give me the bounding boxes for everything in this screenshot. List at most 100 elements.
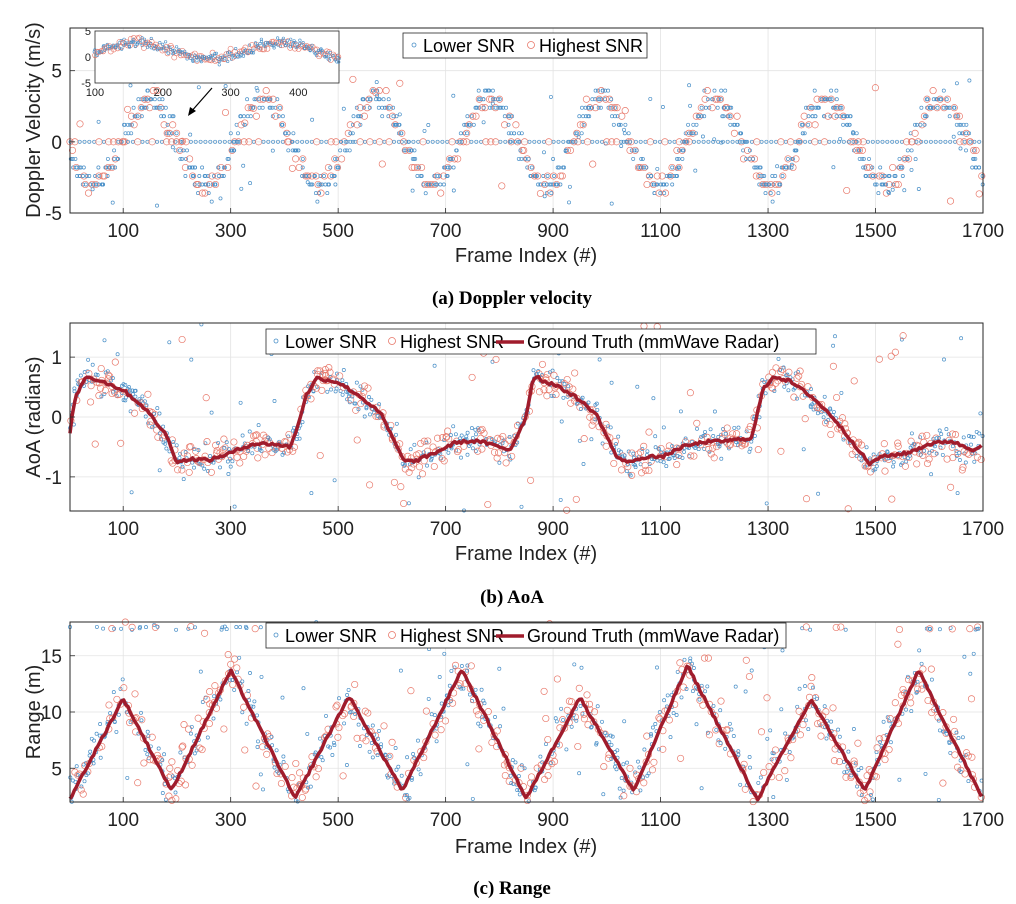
point-lower-snr [891,464,896,469]
point-lower-snr [426,696,431,701]
point-lower-snr [310,117,315,122]
point-lower-snr [861,156,866,161]
point-lower-snr [705,684,710,689]
point-highest-snr [926,625,934,633]
point-highest-snr [687,452,695,460]
point-highest-snr [84,189,93,197]
point-highest-snr [571,369,579,377]
point-lower-snr [638,139,643,144]
point-highest-snr [472,707,480,715]
inset-point-highest-snr [279,42,285,49]
point-lower-snr [307,395,312,400]
point-lower-snr [646,771,651,776]
point-highest-snr [400,499,408,508]
point-lower-snr [793,139,798,144]
point-lower-snr [358,744,362,748]
point-highest-snr [442,433,450,441]
point-lower-snr [606,88,611,93]
inset-point-lower-snr [236,55,240,59]
inset-point-highest-snr [256,46,263,52]
point-lower-snr [434,739,439,744]
point-lower-snr [667,456,672,461]
point-lower-snr [596,105,601,110]
point-lower-snr [515,421,520,426]
point-highest-snr [930,450,938,458]
point-highest-snr [131,690,139,698]
point-lower-snr [829,719,834,724]
point-highest-snr [778,365,786,374]
point-lower-snr [415,174,420,178]
point-lower-snr [300,174,305,178]
point-lower-snr [541,174,546,178]
point-lower-snr [348,139,353,144]
inset-point-lower-snr [183,49,187,53]
point-lower-snr [691,122,696,127]
point-highest-snr [657,444,665,453]
point-highest-snr [454,155,462,163]
point-highest-snr [655,189,663,197]
point-lower-snr [870,165,875,170]
point-highest-snr [437,189,445,197]
point-highest-snr [475,745,483,753]
point-highest-snr [808,674,816,682]
point-lower-snr [341,368,346,372]
point-highest-snr [352,406,360,414]
point-highest-snr [252,112,260,120]
point-lower-snr [92,738,96,743]
point-highest-snr [946,197,955,205]
inset-arrow [189,87,213,114]
point-highest-snr [953,112,961,120]
point-lower-snr [672,456,677,460]
point-lower-snr [78,373,83,378]
point-lower-snr [694,131,698,136]
point-lower-snr [554,719,559,724]
point-lower-snr [787,750,792,754]
point-lower-snr [633,463,638,468]
inset-point-lower-snr [105,42,109,47]
point-lower-snr [227,139,232,144]
point-lower-snr [154,105,159,110]
point-highest-snr [889,163,897,172]
point-highest-snr [643,732,651,740]
point-lower-snr [625,139,630,144]
point-highest-snr [602,420,610,428]
point-highest-snr [817,732,825,740]
point-highest-snr [418,470,427,478]
point-lower-snr [654,182,659,187]
point-lower-snr [609,742,614,747]
point-highest-snr [520,146,528,154]
point-lower-snr [319,139,324,144]
point-lower-snr [943,139,948,144]
point-highest-snr [642,466,650,474]
point-highest-snr [541,775,549,784]
point-lower-snr [81,165,86,170]
point-lower-snr [547,370,552,375]
point-highest-snr [740,760,748,768]
inset-y-tick-label: 5 [85,26,91,38]
point-lower-snr [88,749,93,754]
point-highest-snr [792,155,800,163]
point-lower-snr [957,450,962,455]
point-highest-snr [172,795,180,803]
point-lower-snr [928,139,933,144]
point-lower-snr [394,432,398,437]
point-lower-snr [94,624,99,629]
point-lower-snr [705,730,710,735]
point-lower-snr [728,122,733,127]
point-lower-snr [971,651,976,656]
point-lower-snr [105,156,110,161]
point-lower-snr [961,435,966,440]
point-highest-snr [151,623,159,631]
legend-box [402,32,648,59]
point-lower-snr [245,97,250,102]
inset-point-lower-snr [111,43,115,47]
point-highest-snr [430,462,438,471]
point-lower-snr [348,131,353,136]
point-highest-snr [968,753,976,761]
point-lower-snr [490,97,495,102]
point-lower-snr [614,767,619,772]
point-highest-snr [314,180,322,189]
point-lower-snr [825,97,830,102]
point-highest-snr [796,731,804,739]
